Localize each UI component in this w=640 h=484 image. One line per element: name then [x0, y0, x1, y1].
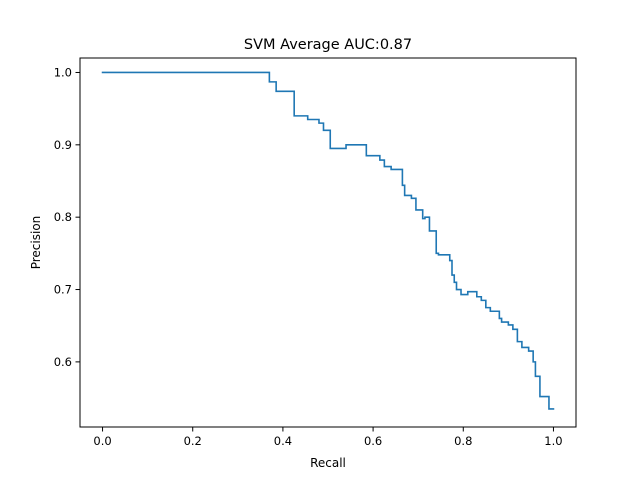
y-tick-label: 0.9 [54, 138, 72, 152]
x-tick-label: 1.0 [544, 434, 562, 448]
x-tick-label: 0.8 [454, 434, 472, 448]
x-tick-label: 0.0 [93, 434, 111, 448]
y-tick-label: 0.6 [54, 355, 72, 369]
series-line [101, 71, 555, 410]
y-axis-label: Precision [29, 216, 43, 270]
chart-title: SVM Average AUC:0.87 [244, 37, 412, 53]
y-tick-label: 1.0 [54, 65, 72, 79]
x-axis-ticks: 0.0 0.2 0.4 0.6 0.8 1.0 [93, 427, 563, 448]
x-tick-label: 0.2 [184, 434, 202, 448]
x-tick-label: 0.6 [364, 434, 382, 448]
plot-frame [79, 57, 577, 428]
x-tick-label: 0.4 [274, 434, 292, 448]
y-axis-ticks: 0.6 0.7 0.8 0.9 1.0 [54, 65, 80, 369]
y-tick-label: 0.8 [54, 210, 72, 224]
y-tick-label: 0.7 [54, 283, 72, 297]
x-axis-label: Recall [310, 456, 346, 470]
